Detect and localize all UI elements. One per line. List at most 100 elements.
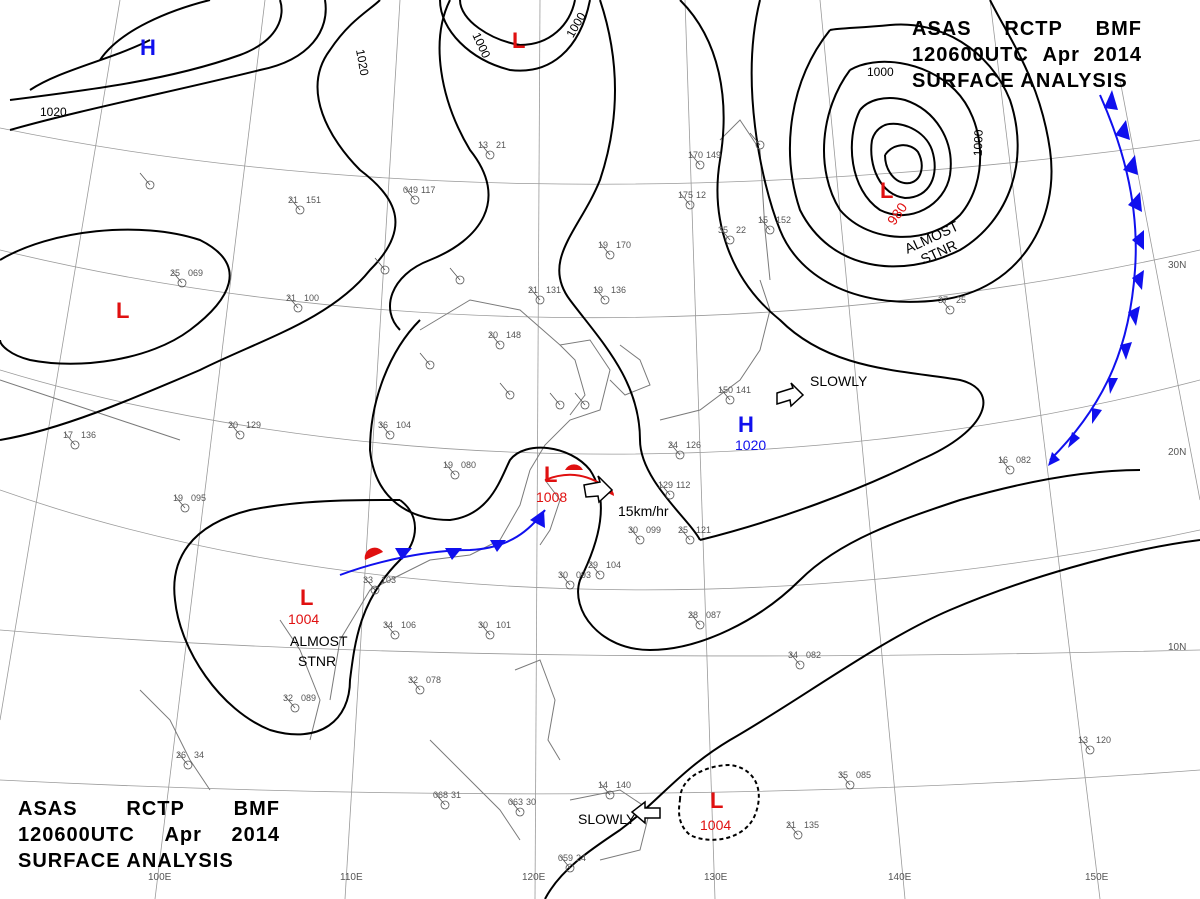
station-circle [455,275,465,285]
lon-label: 150E [1085,872,1109,883]
station-number: 082 [1016,455,1031,465]
station-number: 37 [938,295,948,305]
station-circle [380,265,390,275]
station-number: 087 [706,610,721,620]
wind-barb [289,197,301,211]
station-number: 170 [616,240,631,250]
station-circle [183,760,193,770]
station-number: 19 [593,285,603,295]
station-circle [565,863,575,873]
station-number: 059 [558,853,573,863]
wind-barb [719,387,731,401]
title-code: BMF [233,798,280,820]
wind-barb [559,855,571,869]
station-number: 34 [788,650,798,660]
station-number: 16 [998,455,1008,465]
station-number: 104 [396,420,411,430]
wind-barb [499,382,511,396]
lat-label: 20N [1168,447,1186,458]
isobar [459,0,576,47]
title-code: BMF [1095,18,1142,40]
lon-line-140e [819,0,906,899]
low-center-value: 1008 [536,489,567,505]
station-number: 19 [443,460,453,470]
station-number: 136 [611,285,626,295]
station-number: 21 [288,195,298,205]
station-number: 22 [736,225,746,235]
station-circle [505,390,515,400]
high-center-label: H [140,35,156,60]
title-station: RCTP [126,798,185,820]
lat-line-10n [0,369,1200,455]
title-agency: ASAS [18,798,78,820]
lat-line-s10 [0,629,1200,657]
station-circle [1005,465,1015,475]
low-center-label: L [710,788,723,813]
station-circle [725,395,735,405]
wind-barb [549,392,561,406]
station-number: 078 [426,675,441,685]
wind-barb [574,392,586,406]
isobar [850,97,952,216]
station-circle [1085,745,1095,755]
station-circle [450,470,460,480]
station-number: 121 [696,525,711,535]
wind-barb [449,267,461,281]
low-center-label: L [544,462,557,487]
station-number: 30 [478,620,488,630]
station-circle [515,807,525,817]
wind-barb [174,495,186,509]
wind-barb [287,295,299,309]
isobar [789,23,1019,268]
station-number: 112 [676,480,690,490]
title-time: 120600UTC [18,824,135,846]
isobar-label: 1000 [971,129,986,156]
wind-barb [434,792,446,806]
station-number: 135 [804,820,819,830]
isobar [0,0,397,441]
wind-barb [679,527,691,541]
station-circle [485,630,495,640]
station-number: 140 [616,780,631,790]
station-number: 150 [718,385,733,395]
station-number: 36 [378,420,388,430]
wind-barb [64,432,76,446]
station-circle [793,830,803,840]
wind-barb [1079,737,1091,751]
station-circle [725,235,735,245]
title-station: RCTP [1004,18,1063,40]
annotation-text: SLOWLY [810,373,868,389]
station-circle [425,360,435,370]
low-center-label: L [300,585,313,610]
high-center-label: H [738,412,754,437]
wind-barb [171,270,183,284]
isobar [884,144,923,185]
lon-line-150e [989,0,1101,899]
title-month: Apr [164,824,202,846]
station-circle [485,150,495,160]
lat-line-30n [0,127,1200,185]
isobar [544,539,1200,899]
station-circle [415,685,425,695]
station-circle [177,278,187,288]
annotation-text: SLOWLY [578,811,636,827]
wind-barb [759,217,771,231]
station-number: 21 [496,140,506,150]
station-circle [290,703,300,713]
station-number: 148 [506,330,521,340]
station-number: 21 [528,285,538,295]
lon-label: 140E [888,872,912,883]
wind-barb [629,527,641,541]
annotation-text: ALMOST [290,633,348,649]
wind-barb [229,422,241,436]
station-number: 101 [496,620,511,630]
station-number: 049 [403,185,418,195]
station-number: 120 [1096,735,1111,745]
station-number: 15 [758,215,768,225]
station-number: 170 [688,150,703,160]
station-circle [695,160,705,170]
station-circle [235,430,245,440]
lat-line-20n [0,249,1200,319]
